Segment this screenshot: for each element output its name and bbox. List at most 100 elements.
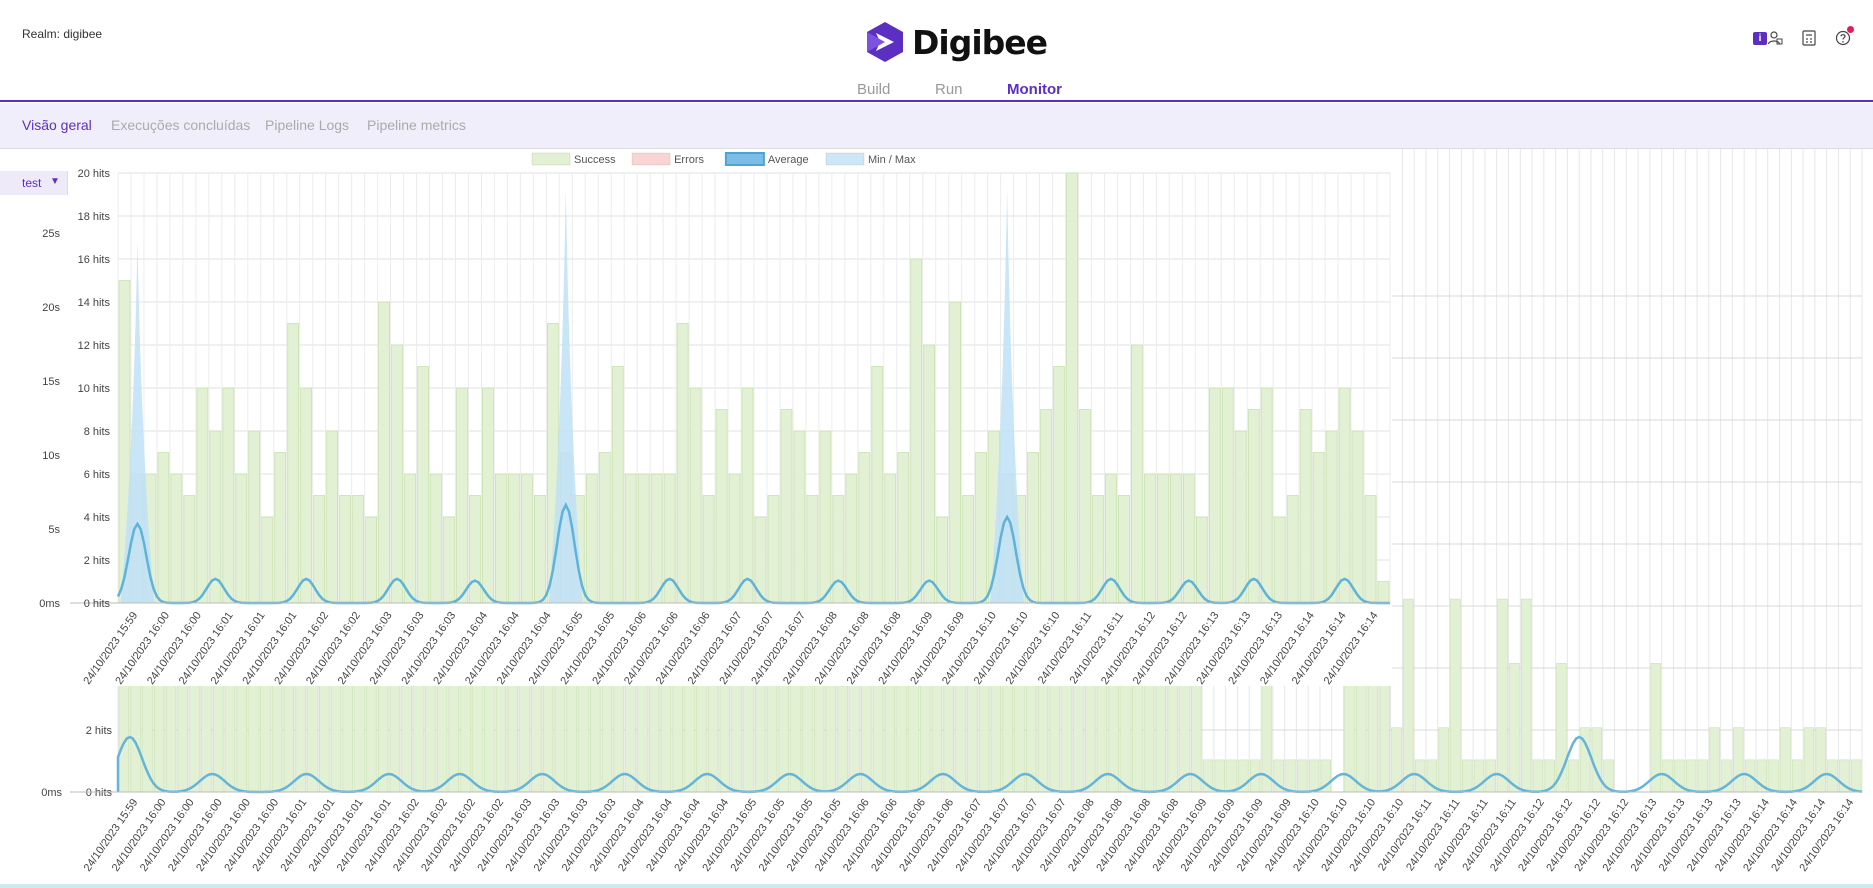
success-bar [1351,430,1364,604]
success-bar [1131,344,1143,604]
success-bar [508,473,520,604]
success-bar [1377,581,1390,604]
success-bar [845,473,858,604]
success-bar [1169,473,1182,604]
bg-success-bar [1768,759,1779,793]
legend-label: Errors [674,154,704,166]
y-hits-tick: 18 hits [78,211,111,223]
bg-success-bar [1780,727,1791,793]
success-bar [196,387,209,604]
bg-success-bar [1462,759,1473,793]
success-bar [1040,409,1052,604]
success-bar [676,323,689,604]
tab-monitor[interactable]: Monitor [1007,81,1062,98]
success-bar [404,473,416,604]
success-bar [1157,473,1169,604]
success-bar [689,387,702,604]
bg-success-bar [1297,759,1308,793]
subnav-pipeline-logs[interactable]: Pipeline Logs [265,117,350,133]
tab-run[interactable]: Run [935,81,963,98]
success-bar [663,473,676,604]
success-bar [1221,387,1234,604]
bg-success-bar [1438,727,1449,793]
bg-success-bar [1697,759,1709,793]
success-bar [521,473,533,604]
success-bar [1234,430,1247,604]
success-bar [715,409,728,604]
y-seconds-tick: 20s [42,302,60,314]
success-bar [832,495,845,604]
user-account-button[interactable]: i [1751,28,1785,48]
y-seconds-tick: 5s [48,524,60,536]
success-bar [1053,366,1065,604]
success-bar [235,473,248,604]
success-bar [456,387,468,604]
header-actions: i [1751,26,1854,48]
top-header: Realm: digibee Digibee Build Run Monitor… [0,0,1873,102]
success-bar [624,473,637,604]
success-bar [897,452,910,604]
help-button[interactable] [1833,26,1854,48]
help-icon [1835,30,1851,46]
success-bar [1273,516,1286,604]
success-bar [962,495,975,604]
subnav-overview[interactable]: Visão geral [22,117,92,133]
success-bar [1247,409,1260,604]
bg-success-bar [1226,759,1237,793]
digibee-logo-icon [867,22,903,62]
minmax-area [120,241,155,604]
success-bar [1144,473,1156,604]
bg-success-bar [1214,759,1225,793]
success-bar [1066,172,1078,604]
y-hits-tick: 2 hits [84,555,111,567]
chart-legend: Success Errors Average Min / Max [531,152,916,166]
success-bar [300,387,313,604]
bg-y-right-tick: 2 hits [86,725,113,737]
legend-swatch [724,152,765,166]
subnav-completed-executions[interactable]: Execuções concluídas [111,117,251,133]
minmax-area [990,188,1024,604]
success-bar [910,258,923,604]
success-bar [1325,430,1338,604]
bg-success-bar [1709,727,1720,793]
success-bar [1338,387,1351,604]
success-bar [767,495,780,604]
bg-success-bar [1733,727,1744,793]
success-bar [326,430,339,604]
bg-success-bar [1850,759,1862,793]
success-bar [482,387,494,604]
legend-swatch [825,152,865,166]
average-line [116,502,1390,605]
bg-success-bar [1685,759,1697,793]
y-hits-tick: 10 hits [78,383,111,395]
environment-selector[interactable]: test ▼ [0,171,68,195]
success-bar [1286,495,1299,604]
subnav-pipeline-metrics[interactable]: Pipeline metrics [367,117,466,133]
legend-swatch [631,152,671,166]
success-bar [1364,495,1377,604]
success-bar [287,323,300,604]
realm-label: Realm: digibee [22,27,103,41]
success-bar [1027,452,1039,604]
tab-build[interactable]: Build [857,81,891,98]
success-bar [819,430,832,604]
success-bar [209,430,222,604]
logo-text: Digibee [912,22,1048,62]
bg-success-bar [1532,759,1544,793]
sub-nav: Visão geral Execuções concluídas Pipelin… [0,103,1873,149]
success-bar [365,516,377,604]
success-bar [741,387,754,604]
success-bar [793,430,806,604]
success-bar [248,430,261,604]
success-bar [417,366,429,604]
digibee-logo[interactable]: Digibee [866,20,1048,64]
success-bar [443,516,455,604]
success-bar [650,473,663,604]
bg-success-bar [1497,598,1508,793]
success-bar [949,301,962,604]
success-bar [923,344,936,604]
calculator-button[interactable] [1799,28,1819,48]
success-bar [1208,387,1221,604]
success-bar [598,452,611,604]
